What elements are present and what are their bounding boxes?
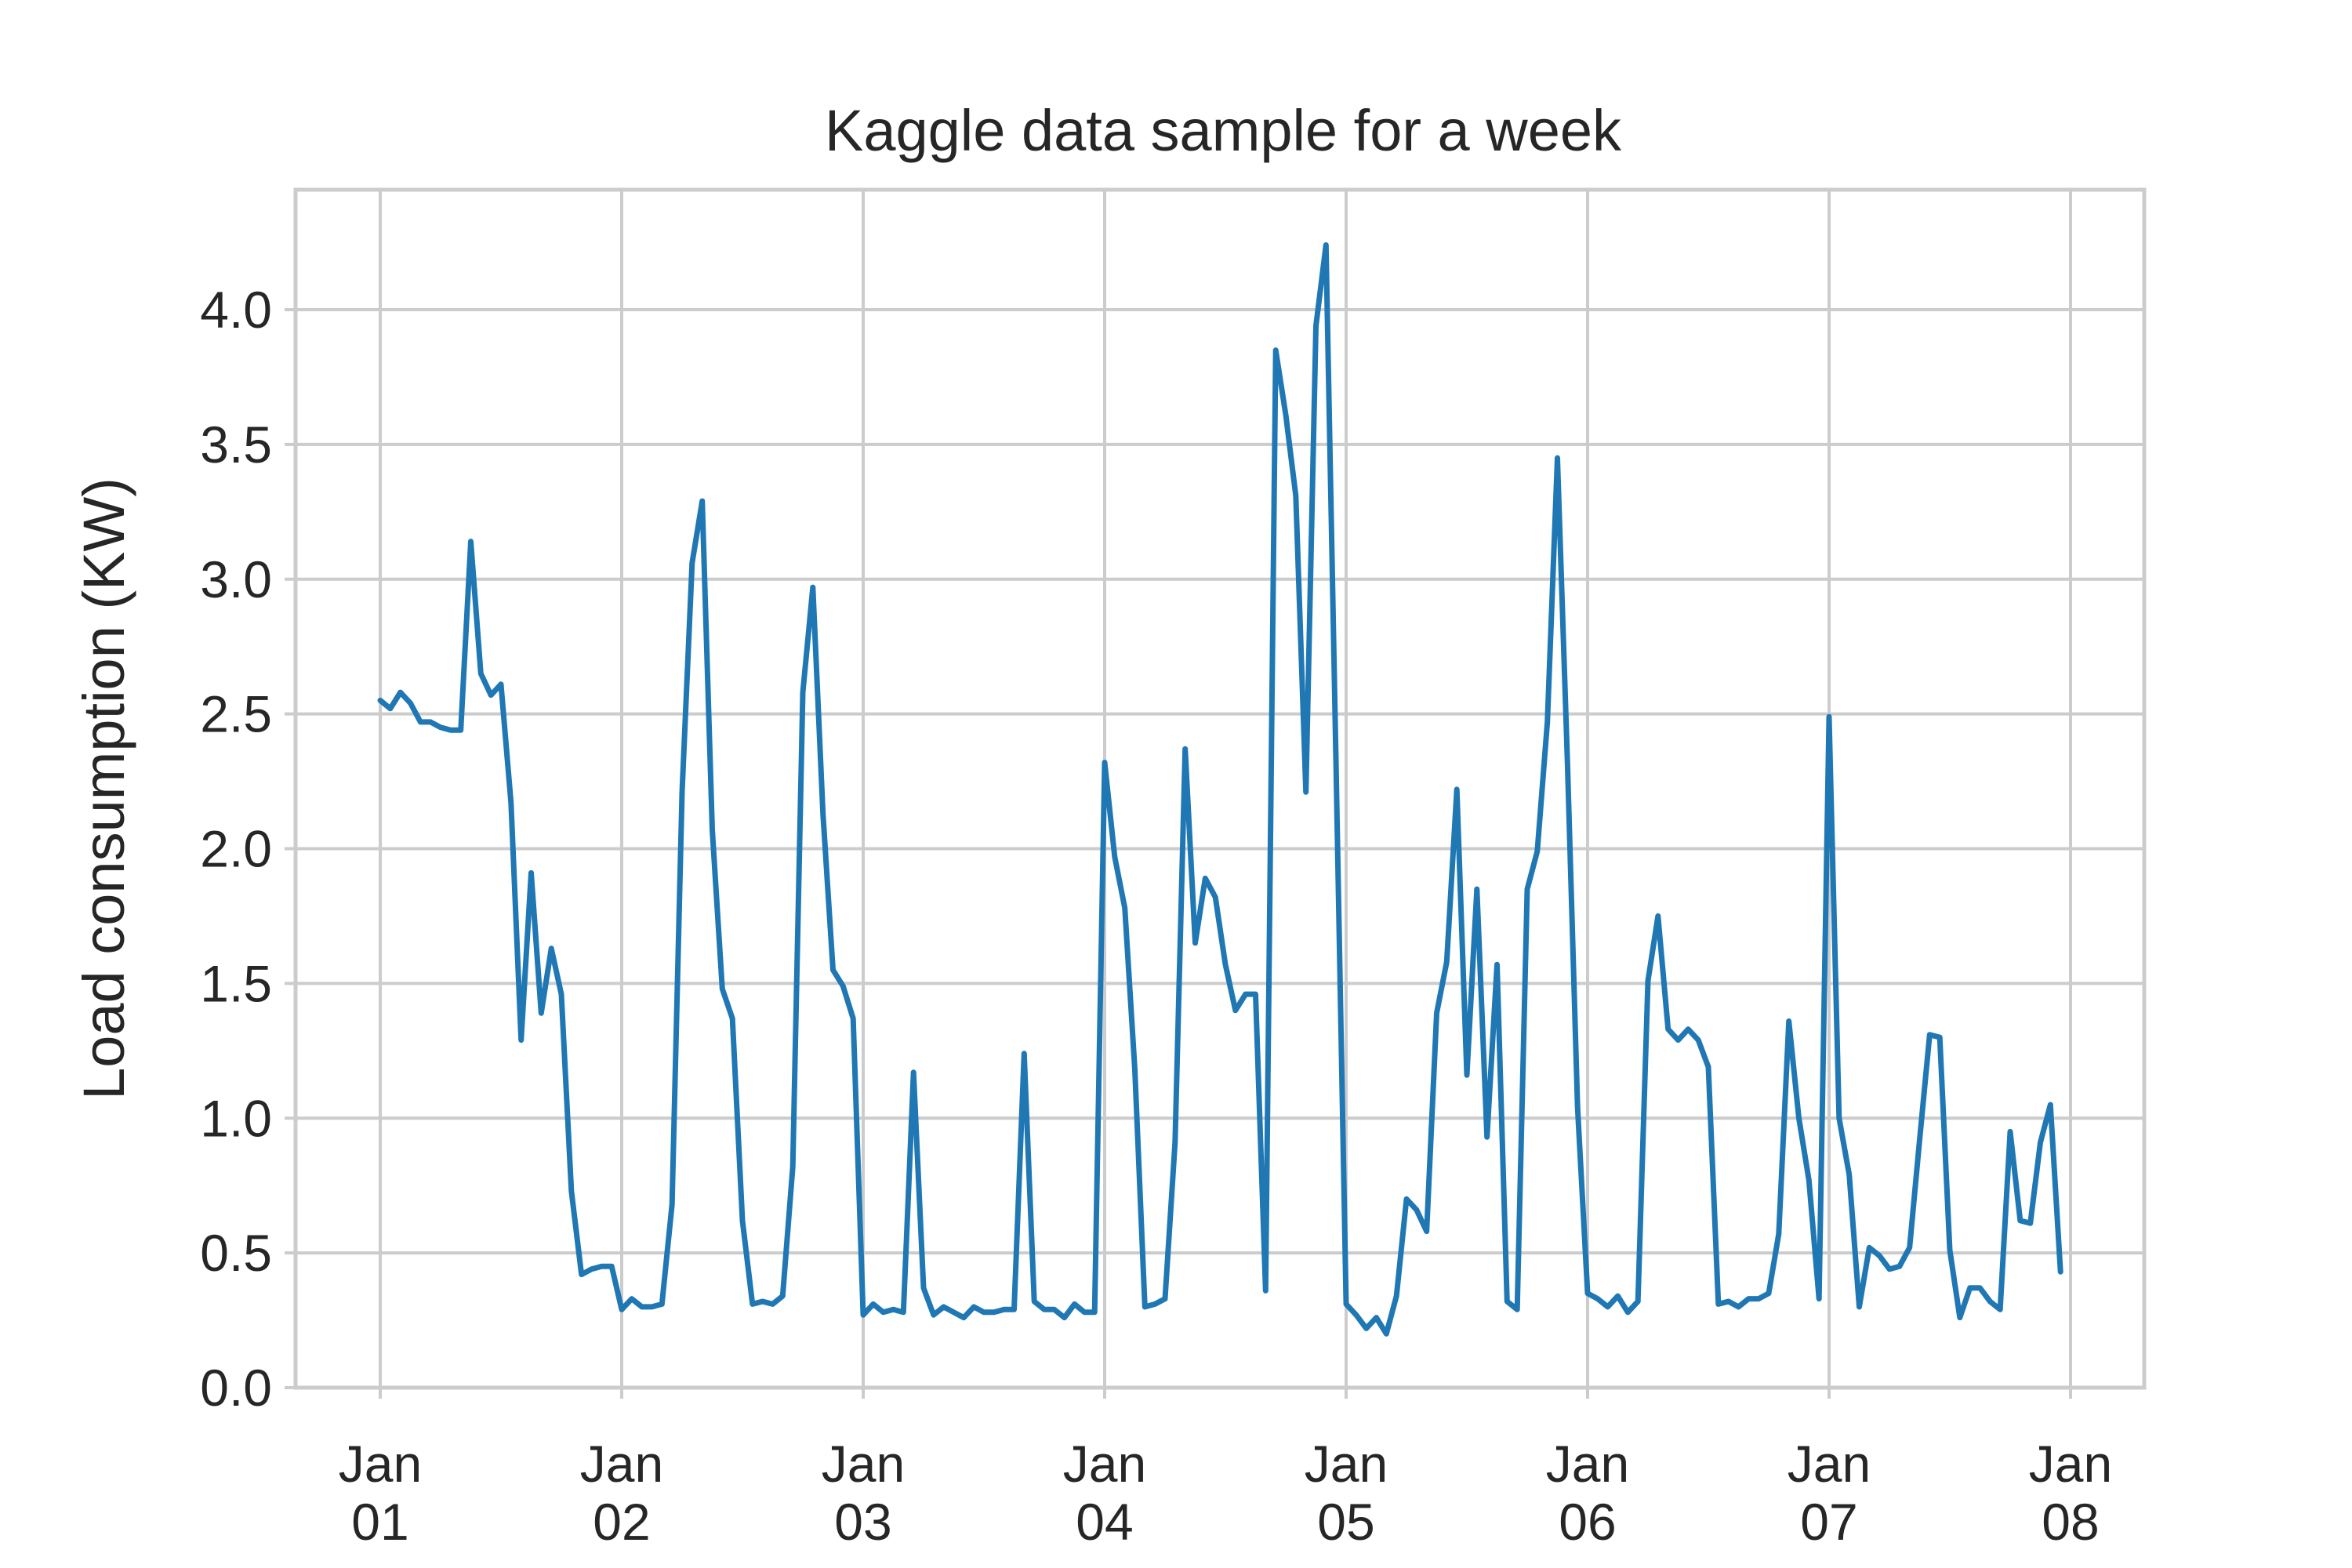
axis-ticks: [285, 308, 2072, 1399]
x-tick-label-month: Jan: [580, 1435, 663, 1493]
x-tick-label-month: Jan: [822, 1435, 905, 1493]
y-tick-label: 0.5: [200, 1224, 272, 1282]
x-tick-label-day: 02: [593, 1493, 650, 1551]
x-tick-label-day: 07: [1800, 1493, 1857, 1551]
x-tick-label-day: 01: [351, 1493, 408, 1551]
plot-frame: [293, 187, 2147, 1390]
y-axis-label: Load consumption (KW): [71, 477, 136, 1100]
chart-title: Kaggle data sample for a week: [825, 98, 1622, 163]
x-tick-label-month: Jan: [1305, 1435, 1388, 1493]
series-line: [377, 242, 2063, 1337]
x-tick-label-month: Jan: [339, 1435, 422, 1493]
x-tick-label-month: Jan: [1546, 1435, 1629, 1493]
y-tick-label: 2.0: [200, 820, 272, 878]
x-tick-label-day: 05: [1317, 1493, 1374, 1551]
y-tick-label: 3.5: [200, 416, 272, 474]
y-tick-label: 1.0: [200, 1089, 272, 1147]
y-tick-label: 3.0: [200, 550, 272, 608]
y-tick-label: 0.0: [200, 1359, 272, 1417]
data-series: [377, 242, 2063, 1337]
x-tick-label-month: Jan: [1788, 1435, 1871, 1493]
y-tick-label: 4.0: [200, 281, 272, 339]
x-tick-label-month: Jan: [2029, 1435, 2112, 1493]
x-tick-label-month: Jan: [1063, 1435, 1146, 1493]
x-tick-label-day: 06: [1559, 1493, 1616, 1551]
y-tick-label: 1.5: [200, 954, 272, 1012]
x-tick-label-day: 03: [834, 1493, 891, 1551]
x-tick-label-day: 04: [1076, 1493, 1133, 1551]
y-tick-label: 2.5: [200, 685, 272, 743]
x-tick-label-day: 08: [2042, 1493, 2099, 1551]
tick-labels: 0.00.51.01.52.02.53.03.54.0Jan01Jan02Jan…: [200, 281, 2112, 1551]
